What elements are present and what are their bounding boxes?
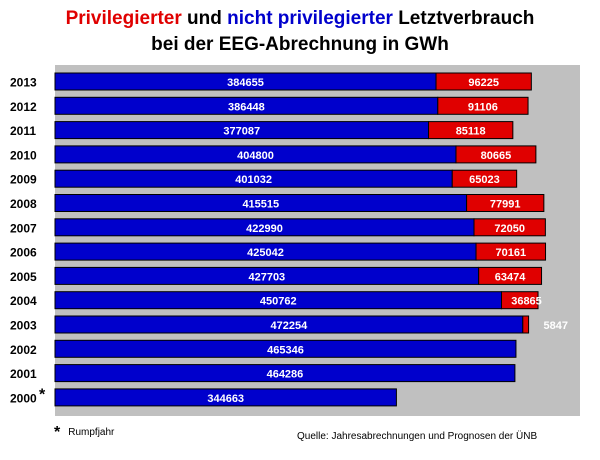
- data-label-non-privileged: 404800: [237, 150, 274, 162]
- data-label-non-privileged: 427703: [248, 271, 285, 283]
- title-line-1: Privilegierter und nicht privilegierter …: [0, 6, 600, 32]
- title-line-2: bei der EEG-Abrechnung in GWh: [151, 34, 449, 55]
- bar-privileged: [478, 266, 543, 285]
- bar-privileged: [475, 242, 547, 261]
- chart-title: Privilegierter und nicht privilegierter …: [0, 6, 600, 58]
- title-privileged: Privilegierter: [65, 8, 182, 29]
- category-label: 2003: [10, 319, 37, 333]
- category-label: 2004: [10, 294, 37, 308]
- title-letztverbrauch: Letztverbrauch: [392, 8, 535, 29]
- bar-privileged: [501, 291, 539, 310]
- bar-privileged: [473, 218, 546, 237]
- data-label-privileged: 5847: [544, 320, 568, 332]
- category-label: 2007: [10, 221, 37, 235]
- bar-privileged: [455, 145, 537, 164]
- data-label-privileged: 85118: [456, 126, 486, 138]
- data-label-privileged: 36865: [511, 296, 542, 308]
- bar-non-privileged: [54, 364, 516, 383]
- bar-privileged: [437, 96, 529, 115]
- data-label-privileged: 65023: [469, 174, 500, 186]
- data-label-non-privileged: 425042: [247, 247, 284, 259]
- source-note: Quelle: Jahresabrechnungen und Prognosen…: [297, 431, 538, 442]
- bar-privileged: [435, 72, 532, 91]
- category-label: 2009: [10, 173, 37, 187]
- category-label: 2005: [10, 270, 37, 284]
- data-label-non-privileged: 401032: [235, 174, 272, 186]
- category-label: 2001: [10, 367, 37, 381]
- data-label-non-privileged: 384655: [227, 77, 264, 89]
- category-label: 2012: [10, 100, 37, 114]
- data-label-privileged: 70161: [495, 247, 526, 259]
- category-label: 2000: [10, 391, 37, 405]
- data-label-non-privileged: 344663: [207, 393, 244, 405]
- bar-non-privileged: [54, 388, 397, 407]
- data-label-non-privileged: 377087: [223, 126, 260, 138]
- category-mark: *: [39, 386, 46, 403]
- data-label-privileged: 77991: [490, 199, 521, 211]
- category-label: 2013: [10, 76, 37, 90]
- data-label-privileged: 80665: [481, 150, 512, 162]
- title-non-privileged: nicht privilegierter: [227, 8, 393, 29]
- data-label-non-privileged: 386448: [228, 101, 265, 113]
- data-label-privileged: 72050: [494, 223, 525, 235]
- data-label-non-privileged: 472254: [271, 320, 309, 332]
- bar-privileged: [451, 169, 518, 188]
- bar-non-privileged: [54, 339, 517, 358]
- bar-privileged: [428, 121, 514, 140]
- plot-background: [55, 65, 580, 416]
- footnote-text: Rumpfjahr: [68, 427, 115, 438]
- bar-privileged: [522, 315, 530, 334]
- category-label: 2002: [10, 343, 37, 357]
- data-label-non-privileged: 422990: [246, 223, 283, 235]
- bar-privileged: [466, 194, 545, 212]
- category-label: 2010: [10, 148, 37, 162]
- category-label: 2011: [10, 124, 36, 138]
- category-label: 2008: [10, 197, 37, 211]
- data-label-privileged: 91106: [468, 101, 498, 113]
- footnote: * Rumpfjahr: [54, 424, 114, 442]
- data-label-privileged: 63474: [495, 271, 526, 283]
- data-label-non-privileged: 415515: [242, 199, 279, 211]
- data-label-privileged: 96225: [468, 77, 499, 89]
- data-label-non-privileged: 464286: [267, 369, 304, 381]
- data-label-non-privileged: 450762: [260, 296, 297, 308]
- category-label: 2006: [10, 246, 37, 260]
- footnote-symbol: *: [54, 424, 61, 441]
- title-und: und: [181, 8, 228, 29]
- data-label-non-privileged: 465346: [267, 344, 304, 356]
